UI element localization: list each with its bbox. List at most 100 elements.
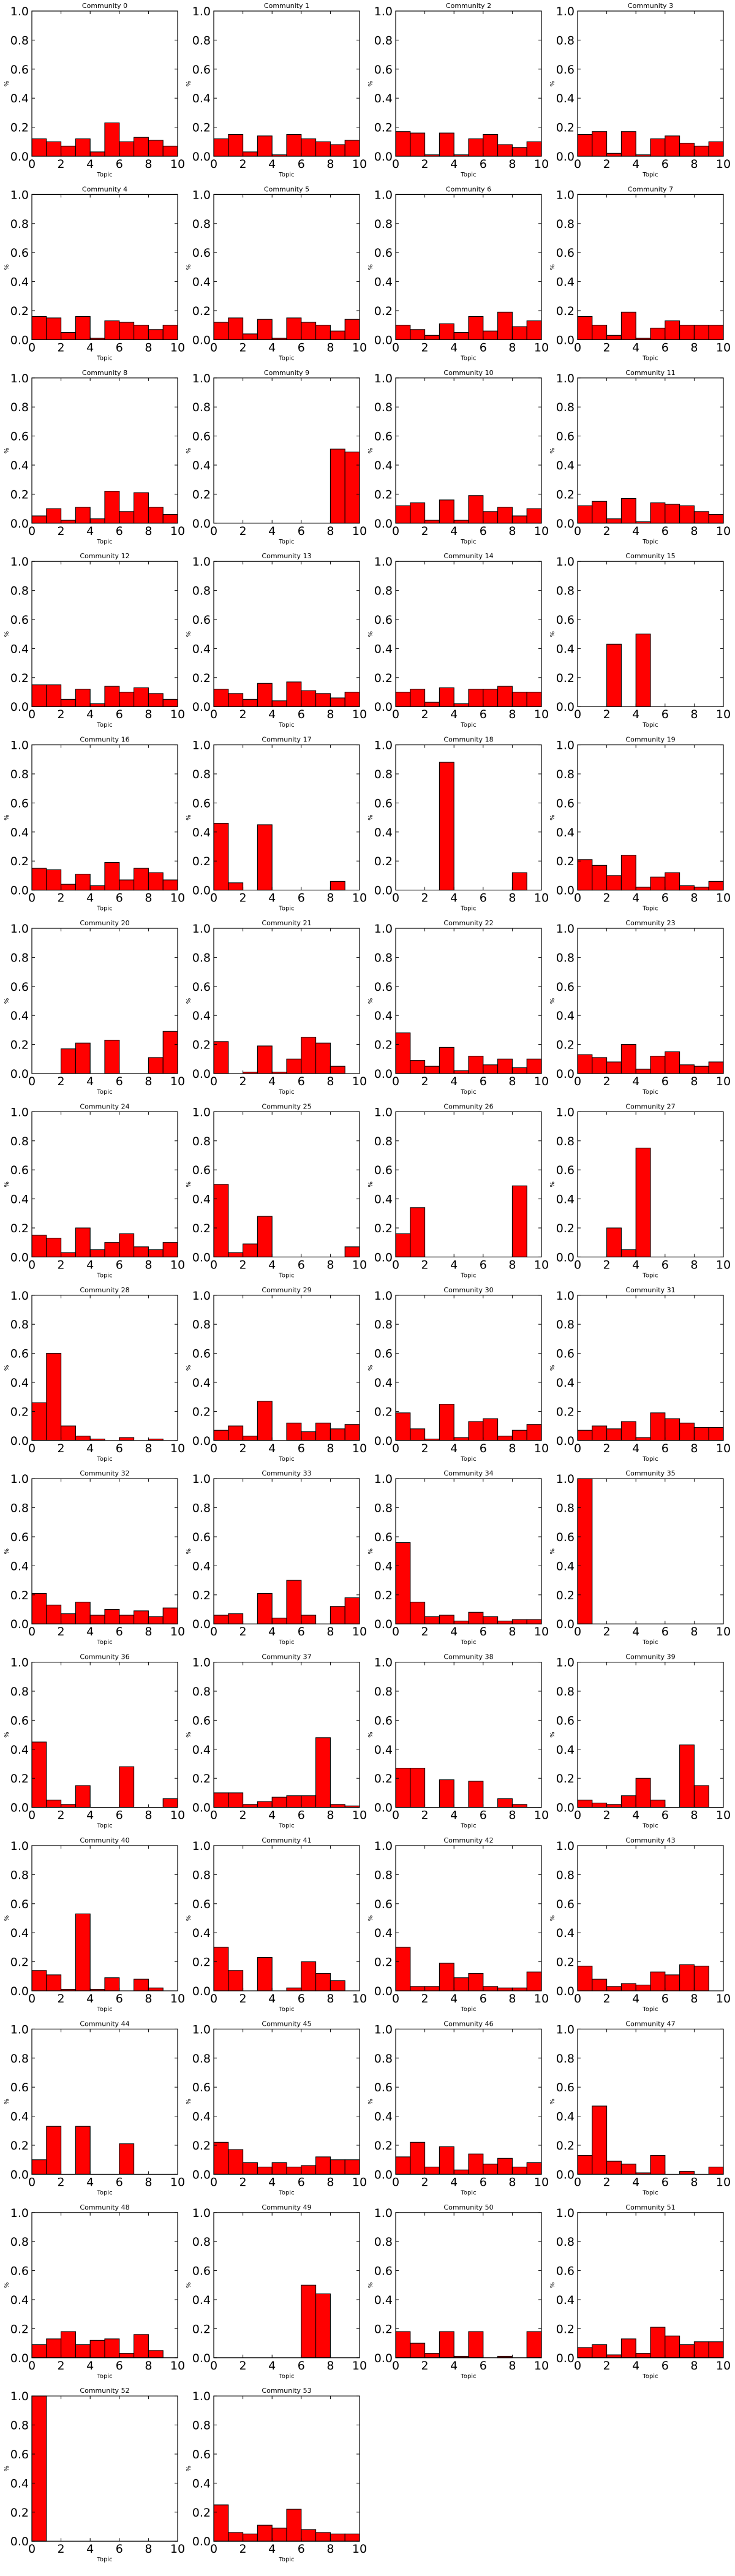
bar [46, 2338, 62, 2358]
x-tick-label: 4 [450, 341, 458, 354]
x-axis-label: Topic [278, 172, 294, 178]
y-tick-label: 1.0 [192, 1839, 211, 1853]
axes-frame [395, 561, 542, 707]
bar [344, 2533, 360, 2542]
y-tick-label: 0.0 [10, 517, 29, 531]
bar [410, 1428, 426, 1441]
y-tick-label: 0.2 [10, 1772, 29, 1786]
bar [620, 498, 636, 524]
y-tick-label: 1.0 [192, 372, 211, 385]
y-tick-label: 0.8 [556, 1502, 575, 1515]
bar [228, 693, 244, 707]
y-tick-label: 0.8 [192, 34, 211, 47]
y-tick-label: 0.2 [556, 488, 575, 501]
x-tick-label: 6 [662, 1809, 669, 1822]
y-tick-label: 0.2 [192, 672, 211, 685]
bar [243, 1243, 258, 1257]
x-tick-label: 10 [534, 1258, 549, 1271]
x-tick-label: 8 [508, 1442, 516, 1455]
x-tick-label: 8 [145, 1625, 152, 1638]
x-tick-label: 6 [116, 341, 123, 354]
y-tick-label: 0.2 [10, 672, 29, 685]
x-tick-label: 10 [352, 1258, 367, 1271]
bar [243, 1436, 258, 1441]
y-tick-label: 0.8 [10, 1502, 29, 1515]
x-tick-label: 4 [86, 1625, 94, 1638]
y-tick-label: 0.0 [192, 1434, 211, 1448]
bar [75, 2344, 91, 2358]
bar [693, 2341, 709, 2358]
bar [31, 1593, 47, 1624]
bar [708, 2341, 724, 2358]
x-tick-label: 2 [421, 2175, 429, 2189]
x-tick-label: 0 [210, 2175, 217, 2189]
bar [31, 1970, 47, 1991]
x-tick-label: 0 [392, 1258, 399, 1271]
panel-title: Community 21 [262, 919, 311, 927]
y-tick-label: 0.0 [556, 517, 575, 531]
y-tick-label: 0.6 [10, 2081, 29, 2094]
x-axis-label: Topic [278, 1639, 294, 1646]
y-axis-label: % [368, 1915, 374, 1922]
y-tick-label: 0.0 [10, 1985, 29, 1998]
y-tick-label: 0.8 [10, 2419, 29, 2433]
x-tick-label: 6 [298, 892, 305, 905]
bar [592, 1802, 608, 1808]
bar [315, 1422, 331, 1441]
y-tick-label: 0.0 [556, 2352, 575, 2365]
bar [410, 2343, 426, 2358]
bar [592, 865, 608, 891]
bar [395, 1947, 411, 1991]
x-tick-label: 8 [690, 1075, 698, 1088]
bar [497, 311, 513, 340]
y-tick-label: 0.4 [374, 1559, 393, 1573]
x-axis-label: Topic [278, 906, 294, 912]
panel-title: Community 7 [628, 185, 673, 193]
bar [620, 311, 636, 340]
bar [301, 1795, 317, 1808]
bar [693, 1966, 709, 1991]
bar [330, 449, 345, 524]
x-tick-label: 10 [716, 2359, 731, 2373]
x-tick-label: 8 [326, 157, 334, 171]
x-tick-label: 6 [116, 708, 123, 721]
bar [635, 1069, 651, 1074]
y-tick-label: 0.0 [374, 884, 393, 898]
axes-frame [395, 2212, 542, 2358]
x-tick-label: 4 [450, 157, 458, 171]
bar [620, 1983, 636, 1991]
panel-title: Community 51 [625, 2203, 675, 2211]
x-tick-label: 2 [421, 1258, 429, 1271]
y-tick-label: 0.6 [556, 1898, 575, 1911]
axes-frame [31, 928, 178, 1074]
y-tick-label: 0.8 [192, 768, 211, 781]
bar [46, 1238, 62, 1257]
bar [679, 2344, 695, 2358]
y-tick-label: 0.8 [556, 1685, 575, 1699]
axes-frame [213, 2028, 360, 2175]
y-axis-label: % [368, 2099, 374, 2105]
y-tick-label: 0.0 [192, 2168, 211, 2181]
y-tick-label: 0.2 [374, 1956, 393, 1969]
bar [439, 1963, 454, 1991]
bar [497, 1058, 513, 1074]
y-tick-label: 0.0 [192, 700, 211, 714]
bar [497, 507, 513, 524]
y-tick-label: 0.2 [374, 2139, 393, 2153]
bar [89, 1249, 105, 1257]
y-axis-label: % [4, 998, 10, 1004]
y-tick-label: 0.2 [192, 1405, 211, 1419]
axes-frame [577, 744, 724, 891]
y-tick-label: 0.0 [374, 1985, 393, 1998]
bar [119, 1615, 135, 1624]
bar [453, 520, 469, 524]
bar [665, 1051, 680, 1074]
y-tick-label: 0.4 [556, 276, 575, 289]
bar [592, 1057, 608, 1074]
x-axis-label: Topic [642, 1639, 658, 1646]
y-tick-label: 0.4 [374, 1376, 393, 1390]
bar [468, 495, 484, 524]
x-tick-label: 2 [239, 525, 247, 538]
y-tick-label: 0.8 [10, 585, 29, 598]
bar [497, 1987, 513, 1991]
